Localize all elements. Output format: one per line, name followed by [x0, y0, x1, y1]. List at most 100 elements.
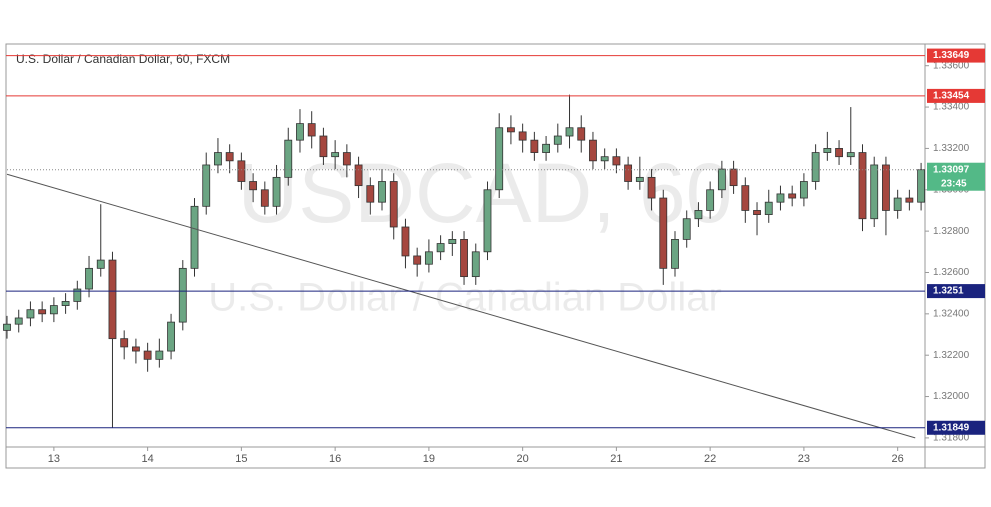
- y-tick-label: 1.33200: [933, 143, 970, 154]
- chart-title: U.S. Dollar / Canadian Dollar, 60, FXCM: [16, 52, 230, 66]
- candle-body: [764, 201, 773, 215]
- candle-body: [225, 152, 234, 162]
- candle-body: [190, 205, 199, 269]
- candle-body: [214, 152, 222, 166]
- candle-body: [682, 218, 691, 240]
- candle-body: [823, 148, 832, 153]
- candle-body: [518, 131, 527, 141]
- x-tick-label: 13: [48, 453, 60, 465]
- candle-body: [331, 152, 340, 158]
- candle-body: [917, 169, 926, 203]
- candle-body: [448, 239, 457, 244]
- frame: [5, 43, 986, 469]
- candle-body: [460, 239, 468, 278]
- candle-body: [753, 210, 761, 215]
- candle-body: [858, 152, 867, 220]
- candle-body: [49, 305, 58, 315]
- candle-body: [249, 181, 258, 191]
- current-price-label: 1.33097: [933, 164, 970, 175]
- candle-body: [14, 317, 23, 325]
- x-tick-label: 15: [235, 453, 247, 465]
- x-tick-label: 16: [329, 453, 341, 465]
- level-label: 1.33649: [933, 50, 970, 61]
- candle-body: [835, 148, 843, 158]
- candle-body: [729, 168, 738, 187]
- candle-body: [366, 185, 375, 203]
- candle-body: [26, 309, 35, 319]
- candle-body: [319, 135, 328, 158]
- candle-body: [577, 127, 586, 141]
- candle-body: [471, 251, 480, 278]
- candle-body: [401, 226, 410, 257]
- x-tick-label: 20: [517, 453, 529, 465]
- candle-body: [741, 185, 750, 211]
- candle-body: [413, 255, 422, 265]
- level-label-box: [927, 284, 985, 299]
- candle-body: [776, 193, 785, 203]
- candle-body: [272, 176, 281, 207]
- x-tick-label: 26: [892, 453, 904, 465]
- candle-body: [671, 239, 679, 269]
- level-label: 1.33454: [933, 91, 970, 102]
- x-tick-label: 14: [142, 453, 154, 465]
- candle-body: [167, 321, 175, 352]
- level-label: 1.31849: [933, 422, 970, 433]
- x-tick-label: 22: [704, 453, 716, 465]
- candle-body: [635, 176, 644, 182]
- y-tick-label: 1.33400: [933, 102, 970, 113]
- y-tick-label: 1.33600: [933, 60, 970, 71]
- candle-body: [600, 156, 609, 162]
- candle-body: [624, 164, 633, 182]
- y-tick-label: 1.32000: [933, 391, 970, 402]
- candle-body: [530, 139, 539, 153]
- candle-body: [143, 350, 152, 360]
- candle-body: [237, 160, 246, 182]
- candle-body: [882, 164, 890, 211]
- candle-body: [178, 267, 187, 323]
- candle-body: [788, 193, 797, 199]
- candle-body: [495, 127, 504, 191]
- candle-body: [389, 181, 398, 228]
- level-label-box: [927, 48, 985, 63]
- candle-body: [893, 197, 902, 211]
- candle-body: [483, 189, 492, 253]
- candle-body: [284, 139, 293, 178]
- candle-body: [307, 123, 316, 137]
- candle-body: [553, 135, 562, 145]
- candle-body: [436, 243, 445, 253]
- candle-body: [131, 346, 140, 352]
- candle-body: [260, 189, 269, 207]
- current-price-box: [927, 162, 985, 191]
- level-label: 1.3251: [933, 286, 964, 297]
- trend-line: [6, 173, 916, 439]
- candle-body: [202, 164, 211, 207]
- candle-body: [659, 197, 668, 269]
- candle-body: [73, 288, 82, 302]
- candle-body: [155, 350, 164, 360]
- candle-body: [85, 267, 93, 290]
- candle-body: [96, 259, 105, 269]
- candle-body: [108, 259, 117, 340]
- candle-body: [647, 176, 656, 199]
- candle-body: [717, 168, 726, 191]
- candle-body: [811, 152, 820, 182]
- x-tick-label: 23: [798, 453, 810, 465]
- candle-body: [905, 197, 914, 203]
- candle-body: [589, 139, 597, 162]
- x-tick-label: 19: [423, 453, 435, 465]
- y-tick-label: 1.32400: [933, 308, 970, 319]
- y-tick-label: 1.32800: [933, 226, 970, 237]
- y-tick-label: 1.32600: [933, 267, 970, 278]
- candle-body: [354, 164, 363, 187]
- x-tick-label: 21: [610, 453, 622, 465]
- candle-body: [61, 301, 70, 306]
- candle-body: [3, 323, 11, 331]
- candle-body: [120, 338, 129, 348]
- candle-body: [542, 143, 550, 153]
- candle-body: [870, 164, 879, 220]
- candle-body: [846, 152, 855, 158]
- watermark-subtitle: U.S. Dollar / Canadian Dollar: [208, 276, 722, 320]
- candle-body: [38, 309, 47, 315]
- candle-body: [507, 127, 515, 133]
